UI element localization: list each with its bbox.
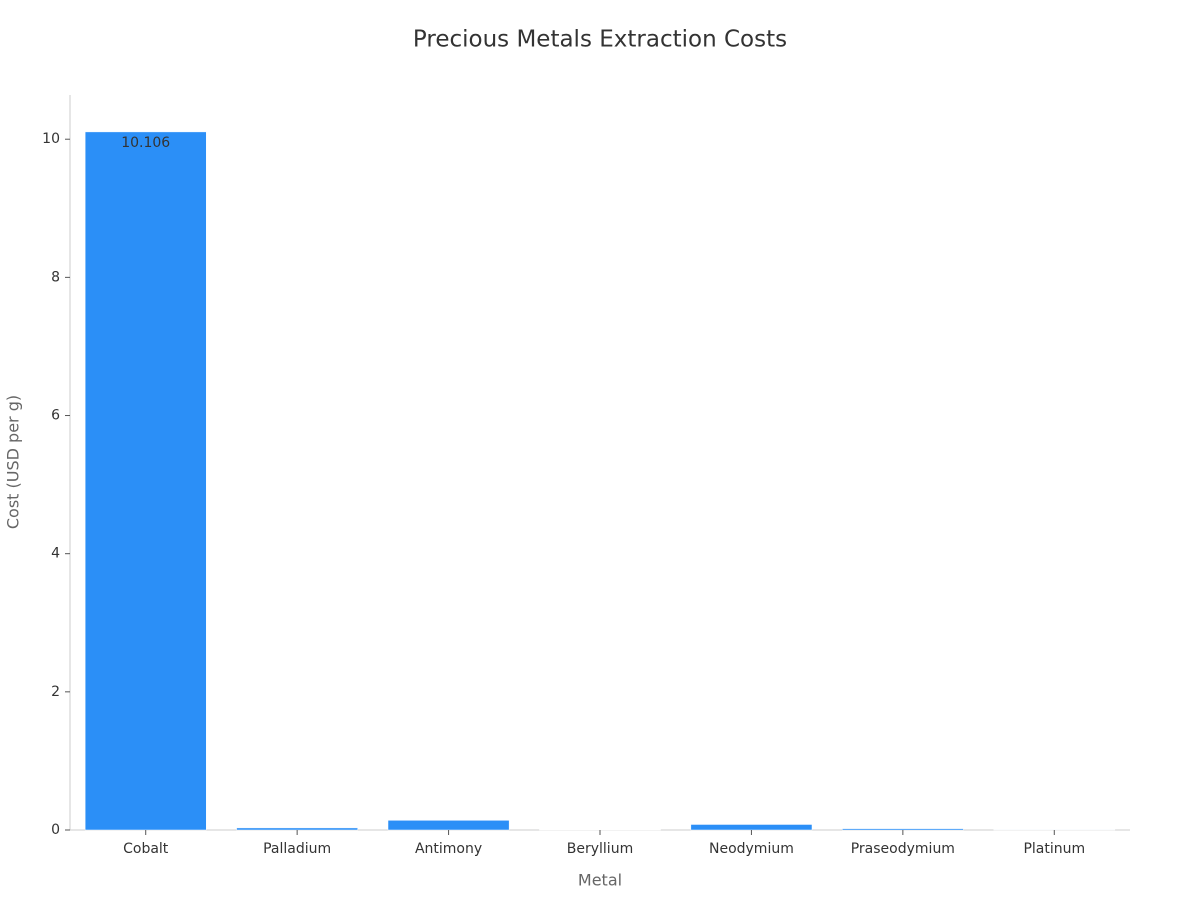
x-tick-label: Beryllium bbox=[567, 841, 633, 857]
y-axis-label: Cost (USD per g) bbox=[4, 395, 23, 529]
x-tick-label: Praseodymium bbox=[851, 841, 955, 857]
x-tick-label: Platinum bbox=[1023, 841, 1085, 857]
bar bbox=[842, 828, 964, 831]
data-label: 10.106 bbox=[121, 135, 170, 151]
x-tick-label: Cobalt bbox=[123, 841, 169, 857]
x-axis-label: Metal bbox=[578, 871, 622, 890]
bar bbox=[236, 827, 358, 831]
bar bbox=[84, 131, 207, 831]
x-tick-label: Neodymium bbox=[709, 841, 794, 857]
y-tick-label: 0 bbox=[51, 822, 60, 838]
y-tick-label: 8 bbox=[51, 269, 60, 285]
x-tick-label: Antimony bbox=[415, 841, 482, 857]
x-tick-label: Palladium bbox=[263, 841, 331, 857]
bar bbox=[387, 820, 510, 831]
bar bbox=[690, 824, 813, 831]
y-tick-label: 4 bbox=[51, 546, 60, 562]
y-tick-label: 2 bbox=[51, 684, 60, 700]
y-tick-label: 10 bbox=[42, 131, 60, 147]
chart-title: Precious Metals Extraction Costs bbox=[413, 27, 787, 53]
y-tick-label: 6 bbox=[51, 408, 60, 424]
